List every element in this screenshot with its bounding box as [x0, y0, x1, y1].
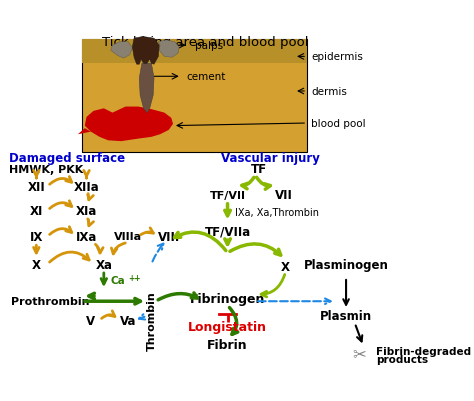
Text: Damaged surface: Damaged surface	[9, 152, 125, 165]
Text: Vascular injury: Vascular injury	[220, 152, 319, 165]
Polygon shape	[85, 107, 173, 142]
Text: XIa: XIa	[76, 205, 97, 217]
Text: Plasmin: Plasmin	[320, 310, 372, 323]
Text: XI: XI	[30, 205, 43, 217]
Text: X: X	[281, 261, 290, 273]
Text: TF: TF	[251, 163, 267, 176]
Text: Xa: Xa	[95, 258, 112, 271]
Text: X: X	[32, 258, 41, 271]
Text: blood pool: blood pool	[311, 119, 366, 129]
Text: Ca: Ca	[111, 275, 126, 285]
Text: Tick biting area and blood pool: Tick biting area and blood pool	[102, 36, 308, 49]
Text: dermis: dermis	[311, 87, 347, 97]
Text: V: V	[86, 314, 95, 327]
Text: XII: XII	[27, 180, 45, 193]
Text: VIII: VIII	[157, 230, 180, 243]
Text: XIIa: XIIa	[73, 180, 100, 193]
Text: ++: ++	[128, 273, 141, 282]
Text: VIIIa: VIIIa	[114, 232, 142, 242]
Text: Thrombin: Thrombin	[146, 291, 156, 350]
Text: products: products	[376, 354, 428, 364]
Text: TF/VIIa: TF/VIIa	[204, 225, 251, 238]
Text: Fibrin: Fibrin	[207, 338, 248, 351]
FancyBboxPatch shape	[82, 40, 307, 152]
Text: IX: IX	[30, 230, 43, 243]
Text: Fibrin-degraded: Fibrin-degraded	[376, 346, 472, 356]
Text: epidermis: epidermis	[311, 52, 364, 62]
Polygon shape	[132, 37, 159, 65]
Text: IXa, Xa,Thrombin: IXa, Xa,Thrombin	[235, 208, 319, 218]
Text: palps: palps	[195, 41, 223, 51]
Text: IXa: IXa	[76, 230, 97, 243]
Text: Prothrombin: Prothrombin	[11, 296, 90, 306]
Polygon shape	[78, 129, 91, 135]
Text: ✂: ✂	[352, 344, 366, 362]
Text: TF/VII: TF/VII	[210, 190, 246, 200]
Polygon shape	[139, 64, 154, 113]
Polygon shape	[158, 41, 179, 58]
FancyBboxPatch shape	[82, 40, 307, 64]
Text: HMWK, PKK: HMWK, PKK	[9, 164, 83, 174]
Text: Fibrinogen: Fibrinogen	[190, 292, 265, 306]
Text: VII: VII	[275, 189, 293, 202]
Text: Plasminogen: Plasminogen	[304, 258, 389, 271]
Text: cement: cement	[186, 72, 225, 82]
Text: Longistatin: Longistatin	[188, 320, 267, 333]
Text: Va: Va	[120, 314, 137, 327]
Polygon shape	[111, 43, 132, 59]
